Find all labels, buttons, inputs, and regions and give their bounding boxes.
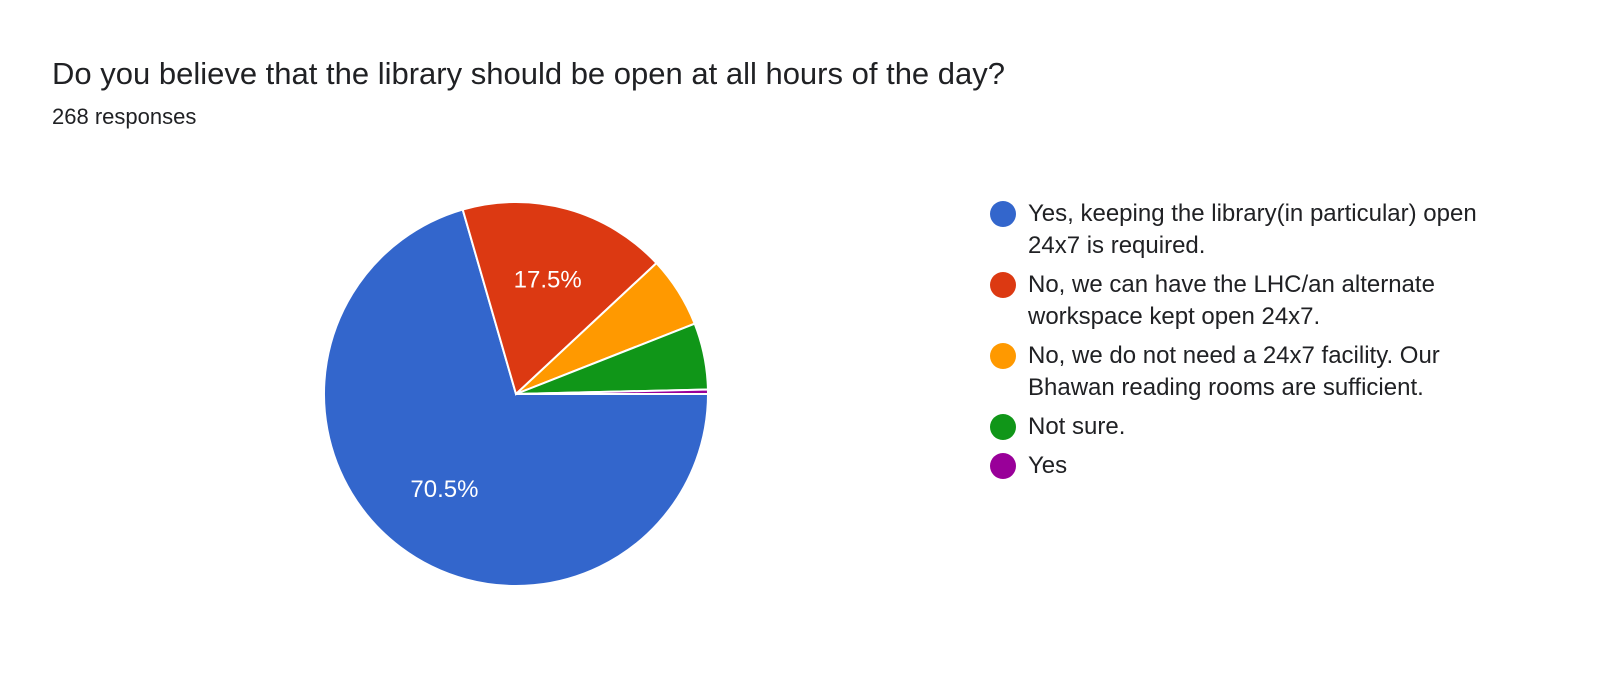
pie-slice[interactable]: [461, 201, 658, 396]
legend-label: Yes, keeping the library(in particular) …: [1028, 200, 1477, 259]
legend-label: No, we can have the LHC/an alternate wor…: [1028, 271, 1435, 330]
slice-label: 70.5%: [410, 476, 478, 503]
legend-swatch: [990, 343, 1016, 369]
legend-item[interactable]: Yes, keeping the library(in particular) …: [990, 198, 1510, 262]
legend: Yes, keeping the library(in particular) …: [990, 198, 1510, 489]
legend-item[interactable]: No, we do not need a 24x7 facility. Our …: [990, 340, 1510, 404]
legend-swatch: [990, 414, 1016, 440]
slice-label: 17.5%: [514, 266, 582, 293]
response-count: 268 responses: [52, 104, 197, 129]
legend-swatch: [990, 453, 1016, 479]
legend-item[interactable]: No, we can have the LHC/an alternate wor…: [990, 269, 1510, 333]
legend-item[interactable]: Yes: [990, 450, 1510, 482]
legend-label: Yes: [1028, 452, 1068, 479]
legend-label: Not sure.: [1028, 413, 1126, 440]
pie-slice[interactable]: [323, 208, 710, 587]
legend-swatch: [990, 201, 1016, 227]
legend-item[interactable]: Not sure.: [990, 411, 1510, 443]
chart-title: Do you believe that the library should b…: [52, 56, 1006, 91]
pie-slice[interactable]: [515, 388, 710, 395]
legend-label: No, we do not need a 24x7 facility. Our …: [1028, 342, 1440, 401]
legend-swatch: [990, 272, 1016, 298]
